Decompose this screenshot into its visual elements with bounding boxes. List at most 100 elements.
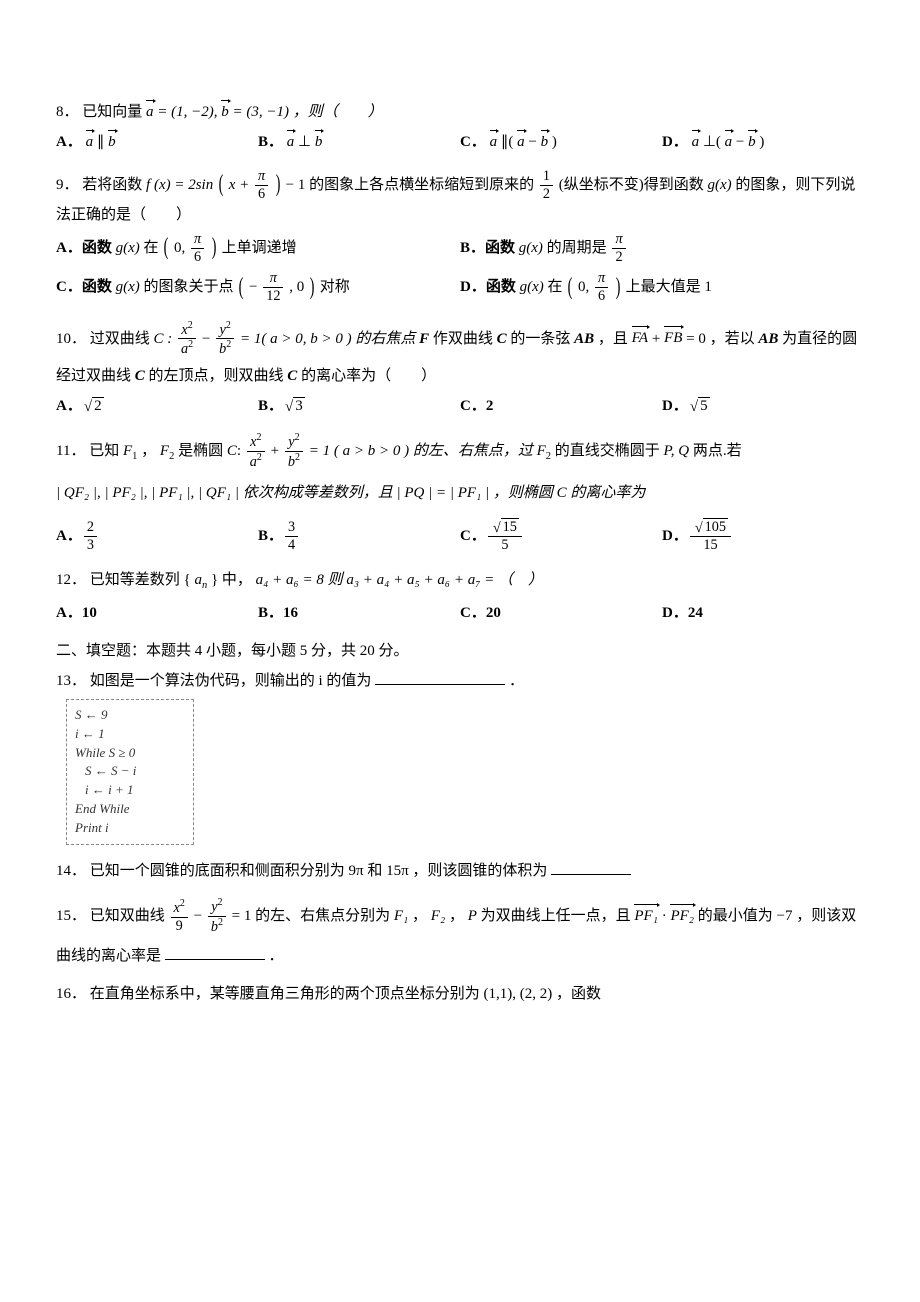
vec-b: b xyxy=(541,130,549,154)
option-d: D．24 xyxy=(662,601,864,625)
section-header: 二、填空题：本题共 4 小题，每小题 5 分，共 20 分。 xyxy=(56,639,864,663)
q-cond: | QF₂ |, | PF₂ |, | PF₁ |, | QF₁ | 依次构成等… xyxy=(56,481,864,505)
option-a: A．23 xyxy=(56,519,258,554)
fraction: y2b2 xyxy=(208,897,226,936)
q-text: 若将函数 xyxy=(82,177,146,193)
fraction: x2a2 xyxy=(247,432,265,471)
question-14: 14． 已知一个圆锥的底面积和侧面积分别为 9π 和 15π ，则该圆锥的体积为 xyxy=(56,859,864,883)
q-text: (纵坐标不变)得到函数 xyxy=(559,177,708,193)
question-10: 10． 过双曲线 C : x2a2 − y2b2 = 1( a > 0, b >… xyxy=(56,320,864,419)
sqrt: 3 xyxy=(283,394,305,418)
code-line: While S ≥ 0 xyxy=(75,744,185,763)
option-b: B．3 xyxy=(258,394,460,418)
blank xyxy=(375,670,505,685)
fraction: x29 xyxy=(171,898,188,935)
option-b: B．16 xyxy=(258,601,460,625)
vec-PF2: PF₂ xyxy=(670,904,694,928)
option-c: C．20 xyxy=(460,601,662,625)
fraction: x2a2 xyxy=(178,320,196,359)
option-d: D． a ⊥( a − b ) xyxy=(662,130,864,154)
code-line: i ← i + 1 xyxy=(75,781,185,800)
vec-b: b xyxy=(315,130,323,154)
question-8: 8． 已知向量 a = (1, −2), b = (3, −1) ，则（ ） A… xyxy=(56,100,864,154)
fraction: π6 xyxy=(191,231,204,266)
vec-a: a xyxy=(517,130,525,154)
paren-left: ( xyxy=(164,240,169,254)
option-c: C．函数 g(x) 的图象关于点 ( − π12 , 0 ) 对称 xyxy=(56,270,460,305)
vec-a: a xyxy=(490,130,498,154)
blank xyxy=(551,860,631,875)
q-text: 的图象，则下列说 xyxy=(735,177,855,193)
paren-left: ( xyxy=(568,280,573,294)
q-text: − 1 的图象上各点横坐标缩短到原来的 xyxy=(286,177,538,193)
question-11: 11． 已知 F1 ， F2 是椭圆 C: x2a2 + y2b2 = 1 ( … xyxy=(56,432,864,554)
paren-right: ) xyxy=(212,240,217,254)
fraction: 10515 xyxy=(690,519,731,554)
option-d: D．10515 xyxy=(662,519,864,554)
q-num: 10． xyxy=(56,330,86,346)
code-line: S ← S − i xyxy=(75,762,185,781)
question-13: 13． 如图是一个算法伪代码，则输出的 i 的值为 ． S ← 9 i ← 1 … xyxy=(56,669,864,845)
option-b: B．函数 g(x) 的周期是 π2 xyxy=(460,231,864,266)
fraction: y2b2 xyxy=(216,320,234,359)
q-num: 8． xyxy=(56,104,79,120)
fraction: π6 xyxy=(595,270,608,305)
option-b: B． a ⊥ b xyxy=(258,130,460,154)
option-a: A．10 xyxy=(56,601,258,625)
q-text: 如图是一个算法伪代码，则输出的 i 的值为 xyxy=(90,673,372,689)
options: A．2 B．3 C．2 D．5 xyxy=(56,394,864,418)
options: A．23 B．34 C．155 D．10515 xyxy=(56,519,864,554)
vec-a: a xyxy=(146,100,154,124)
fraction: 23 xyxy=(84,519,97,554)
option-a: A． a ∥ b xyxy=(56,130,258,154)
pseudocode-box: S ← 9 i ← 1 While S ≥ 0 S ← S − i i ← i … xyxy=(66,699,194,845)
options: A． a ∥ b B． a ⊥ b C． a ∥( a − b ) xyxy=(56,130,864,154)
option-c: C． a ∥( a − b ) xyxy=(460,130,662,154)
question-15: 15． 已知双曲线 x29 − y2b2 = 1 的左、右焦点分别为 F₁ ， … xyxy=(56,897,864,968)
option-a: A．函数 g(x) 在 ( 0, π6 ) 上单调递增 xyxy=(56,231,460,266)
q-text: = (1, −2), xyxy=(157,104,221,120)
expr: a₄ + a₆ = 8 则 a₃ + a₄ + a₅ + a₆ + a₇ = （… xyxy=(256,572,543,588)
arg: x + xyxy=(229,177,253,193)
sqrt: 15 xyxy=(491,519,519,536)
q-num: 16． xyxy=(56,986,86,1002)
vec-PF1: PF₁ xyxy=(634,904,658,928)
fraction: π12 xyxy=(263,270,283,305)
gx: g(x) xyxy=(708,177,732,193)
q-num: 9． xyxy=(56,177,79,193)
q-text: 在直角坐标系中，某等腰直角三角形的两个顶点坐标分别为 (1,1), (2, 2)… xyxy=(90,986,601,1002)
paren-right: ) xyxy=(276,177,281,191)
fraction: π2 xyxy=(612,231,625,266)
fx: f (x) = 2sin xyxy=(146,177,213,193)
option-d: D．函数 g(x) 在 ( 0, π6 ) 上最大值是 1 xyxy=(460,270,864,305)
fraction: 34 xyxy=(285,519,298,554)
vec-b: b xyxy=(221,100,229,124)
code-line: End While xyxy=(75,800,185,819)
vec-FA: FA xyxy=(632,326,648,350)
question-9: 9． 若将函数 f (x) = 2sin ( x + π6 ) − 1 的图象上… xyxy=(56,168,864,306)
q-num: 13． xyxy=(56,673,86,689)
q-text: 已知一个圆锥的底面积和侧面积分别为 9π 和 15π ，则该圆锥的体积为 xyxy=(90,863,548,879)
vec-a: a xyxy=(692,130,700,154)
option-d: D．5 xyxy=(662,394,864,418)
q-num: 12． xyxy=(56,572,86,588)
options: A．10 B．16 C．20 D．24 xyxy=(56,601,864,625)
paren-right: ) xyxy=(310,280,315,294)
sqrt: 5 xyxy=(688,394,710,418)
sqrt: 105 xyxy=(693,519,728,536)
fraction: π6 xyxy=(255,168,268,203)
fraction: 12 xyxy=(540,168,553,203)
paren-right: ) xyxy=(616,280,621,294)
paren-left: ( xyxy=(239,280,244,294)
option-a: A．2 xyxy=(56,394,258,418)
blank xyxy=(165,944,265,959)
q-num: 11． xyxy=(56,443,85,459)
code-line: S ← 9 xyxy=(75,706,185,725)
q-text: 法正确的是（ ） xyxy=(56,203,864,227)
q-num: 15． xyxy=(56,908,86,924)
vec-b: b xyxy=(108,130,116,154)
vec-a: a xyxy=(86,130,94,154)
vec-a: a xyxy=(725,130,733,154)
question-12: 12． 已知等差数列 { an } 中， a₄ + a₆ = 8 则 a₃ + … xyxy=(56,568,864,625)
q-text: = (3, −1) ，则（ ） xyxy=(233,104,383,120)
